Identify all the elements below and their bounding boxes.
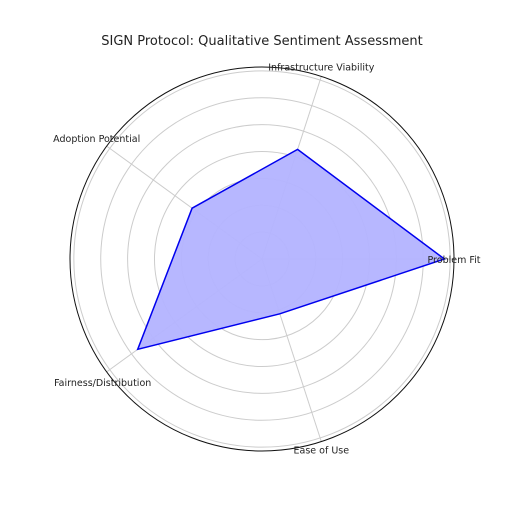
- axis-label-2: Infrastructure Viability: [268, 62, 374, 73]
- axis-labels: Problem Fit Infrastructure Viability Adopt…: [53, 62, 481, 456]
- outer-ring: [69, 66, 455, 452]
- series-layer: [136, 148, 446, 351]
- series-area-1: [136, 148, 446, 351]
- axis-label-5: Ease of Use: [294, 446, 350, 457]
- axis-label-4: Fairness/Distribution: [54, 378, 151, 389]
- axis-label-3: Adoption Potential: [53, 134, 140, 145]
- axis-label-1: Problem Fit: [428, 255, 481, 266]
- chart-title: SIGN Protocol: Qualitative Sentiment Ass…: [101, 34, 422, 49]
